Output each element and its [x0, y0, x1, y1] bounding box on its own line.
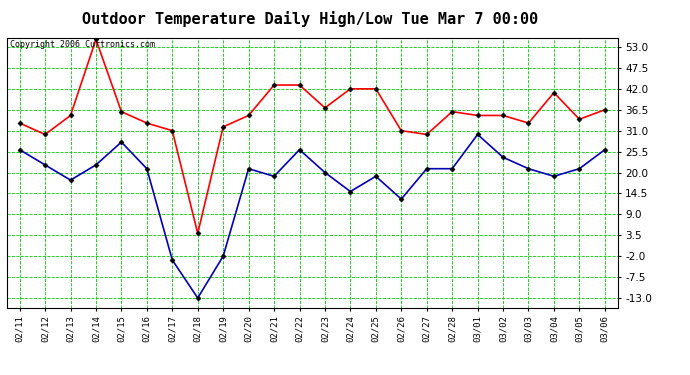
- Text: Outdoor Temperature Daily High/Low Tue Mar 7 00:00: Outdoor Temperature Daily High/Low Tue M…: [82, 11, 539, 27]
- Text: Copyright 2006 Curtronics.com: Copyright 2006 Curtronics.com: [10, 40, 155, 49]
